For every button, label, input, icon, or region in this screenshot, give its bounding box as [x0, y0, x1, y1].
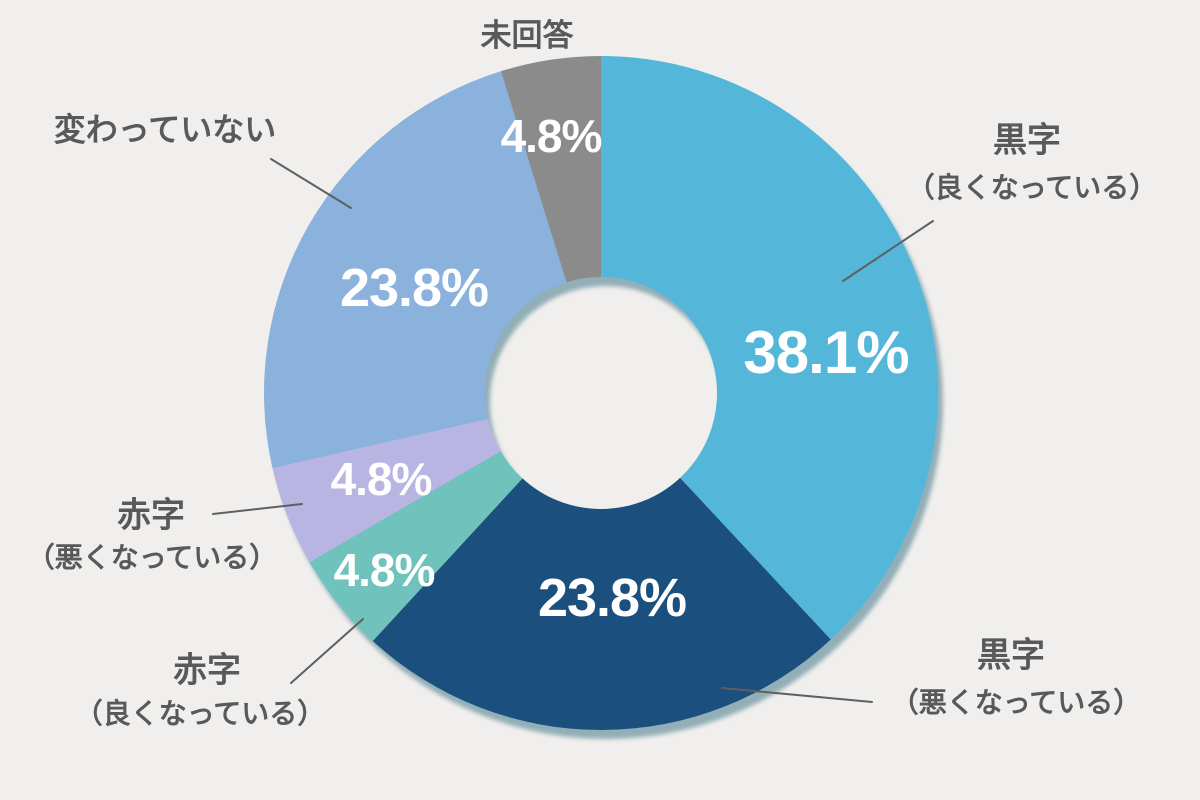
- slice-value-label-4: 23.8%: [339, 258, 489, 318]
- category-label-5: 未回答: [480, 18, 574, 54]
- leader-line-2: [290, 618, 364, 684]
- donut-slice-5: [500, 55, 601, 283]
- category-sublabel-2: （良くなっている）: [74, 697, 326, 729]
- leader-lines-group: [212, 158, 934, 703]
- category-sublabel-1: （悪くなっている）: [890, 686, 1142, 718]
- category-label-4: 変わっていない: [53, 111, 277, 148]
- leader-line-3: [212, 503, 303, 515]
- leader-line-0: [842, 220, 934, 282]
- category-label-1: 黒字: [977, 636, 1045, 675]
- slice-value-label-2: 4.8%: [333, 544, 436, 596]
- category-label-0: 黒字: [993, 121, 1061, 160]
- category-sublabel-3: （悪くなっている）: [26, 541, 278, 573]
- donut-slice-0: [601, 56, 938, 640]
- slice-value-label-0: 38.1%: [743, 319, 909, 386]
- category-sublabel-0: （良くなっている）: [906, 171, 1158, 203]
- donut-slice-2: [309, 451, 523, 641]
- slice-value-label-5: 4.8%: [500, 110, 603, 162]
- leader-line-4: [270, 158, 352, 209]
- leader-line-1: [721, 687, 873, 703]
- donut-slices-group: [264, 55, 938, 730]
- slice-value-label-3: 4.8%: [330, 453, 433, 505]
- donut-slice-4: [264, 71, 567, 468]
- donut-slice-3: [272, 418, 501, 563]
- slice-value-label-1: 23.8%: [537, 568, 687, 628]
- donut-slice-1: [372, 477, 831, 730]
- category-label-2: 赤字: [173, 651, 241, 690]
- category-label-3: 赤字: [117, 496, 185, 535]
